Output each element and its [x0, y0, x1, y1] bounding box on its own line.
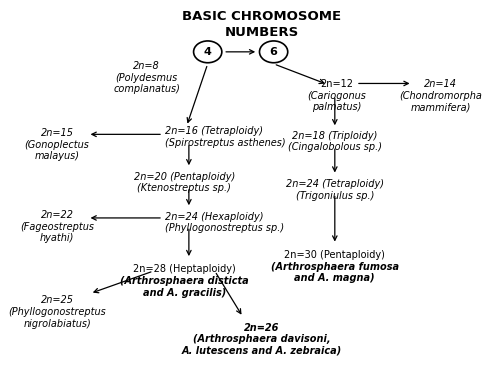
Text: (Cariogonus
palmatus): (Cariogonus palmatus)	[308, 91, 366, 112]
Text: 6: 6	[270, 47, 278, 57]
Text: 2n=28 (Heptaploidy): 2n=28 (Heptaploidy)	[133, 265, 236, 275]
Text: 2n=15
(Gonoplectus
malayus): 2n=15 (Gonoplectus malayus)	[24, 128, 90, 161]
Text: 2n=26
(Arthrosphaera davisoni,
A. lutescens and A. zebraica): 2n=26 (Arthrosphaera davisoni, A. lutesc…	[182, 323, 342, 356]
Text: 2n=18 (Triploidy)
(Cingalobolous sp.): 2n=18 (Triploidy) (Cingalobolous sp.)	[288, 131, 382, 152]
Text: 2n=16 (Tetraploidy)
(Spirostreptus asthenes): 2n=16 (Tetraploidy) (Spirostreptus asthe…	[166, 126, 286, 148]
Text: (Arthrosphaera fumosa
and A. magna): (Arthrosphaera fumosa and A. magna)	[270, 262, 399, 283]
Text: 4: 4	[204, 47, 212, 57]
Text: 2n=25
(Phyllogonostreptus
nigrolabiatus): 2n=25 (Phyllogonostreptus nigrolabiatus)	[8, 295, 106, 328]
Text: 2n=12: 2n=12	[320, 79, 354, 89]
Text: BASIC CHROMOSOME: BASIC CHROMOSOME	[182, 10, 342, 23]
Text: 2n=14
(Chondromorpha
mammifera): 2n=14 (Chondromorpha mammifera)	[400, 79, 482, 112]
Text: NUMBERS: NUMBERS	[224, 27, 299, 39]
Text: 2n=20 (Pentaploidy)
(Ktenostreptus sp.): 2n=20 (Pentaploidy) (Ktenostreptus sp.)	[134, 172, 235, 193]
Text: 2n=30 (Pentaploidy): 2n=30 (Pentaploidy)	[284, 250, 385, 260]
Text: 2n=24 (Hexaploidy)
(Phyllogonostreptus sp.): 2n=24 (Hexaploidy) (Phyllogonostreptus s…	[166, 212, 284, 233]
Text: 2n=22
(Fageostreptus
hyathi): 2n=22 (Fageostreptus hyathi)	[20, 210, 94, 243]
Text: 2n=24 (Tetraploidy)
(Trigoniulus sp.): 2n=24 (Tetraploidy) (Trigoniulus sp.)	[286, 179, 384, 201]
Text: 2n=8
(Polydesmus
complanatus): 2n=8 (Polydesmus complanatus)	[113, 61, 180, 94]
Text: (Arthrosphaera disticta
and A. gracilis): (Arthrosphaera disticta and A. gracilis)	[120, 276, 248, 298]
